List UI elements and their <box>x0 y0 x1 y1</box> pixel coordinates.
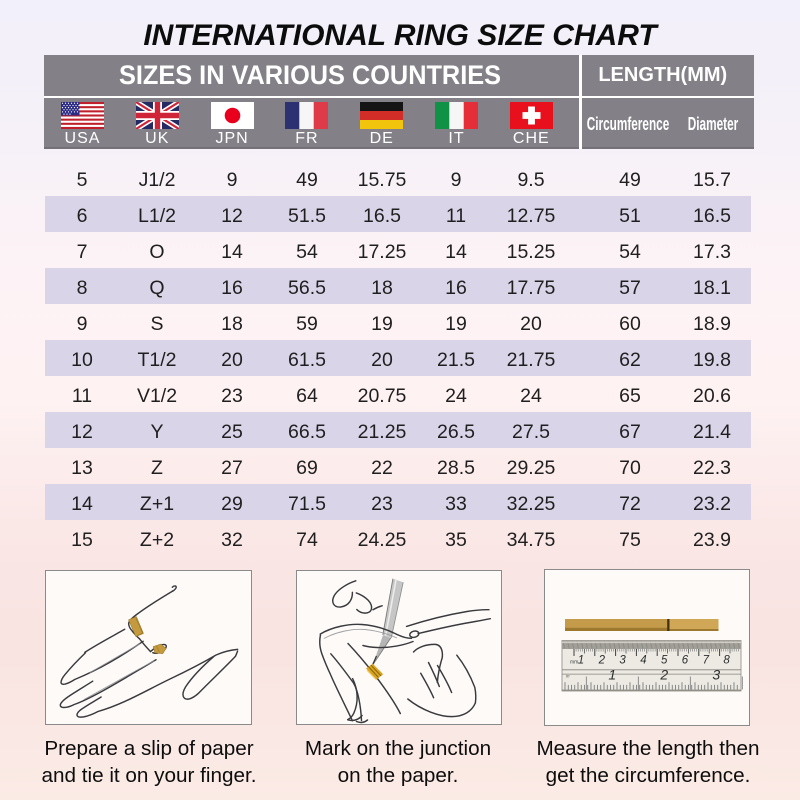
svg-text:7: 7 <box>703 654 710 666</box>
svg-text:in: in <box>566 673 570 678</box>
svg-text:1: 1 <box>578 654 584 666</box>
svg-text:2: 2 <box>598 654 606 666</box>
svg-text:mm: mm <box>570 659 578 665</box>
svg-text:8: 8 <box>723 654 730 666</box>
svg-text:4: 4 <box>640 654 646 666</box>
svg-text:5: 5 <box>661 654 668 666</box>
svg-text:3: 3 <box>619 654 626 666</box>
svg-text:6: 6 <box>682 654 689 666</box>
svg-text:1: 1 <box>608 666 616 682</box>
svg-text:2: 2 <box>659 666 668 682</box>
svg-text:3: 3 <box>712 666 720 682</box>
